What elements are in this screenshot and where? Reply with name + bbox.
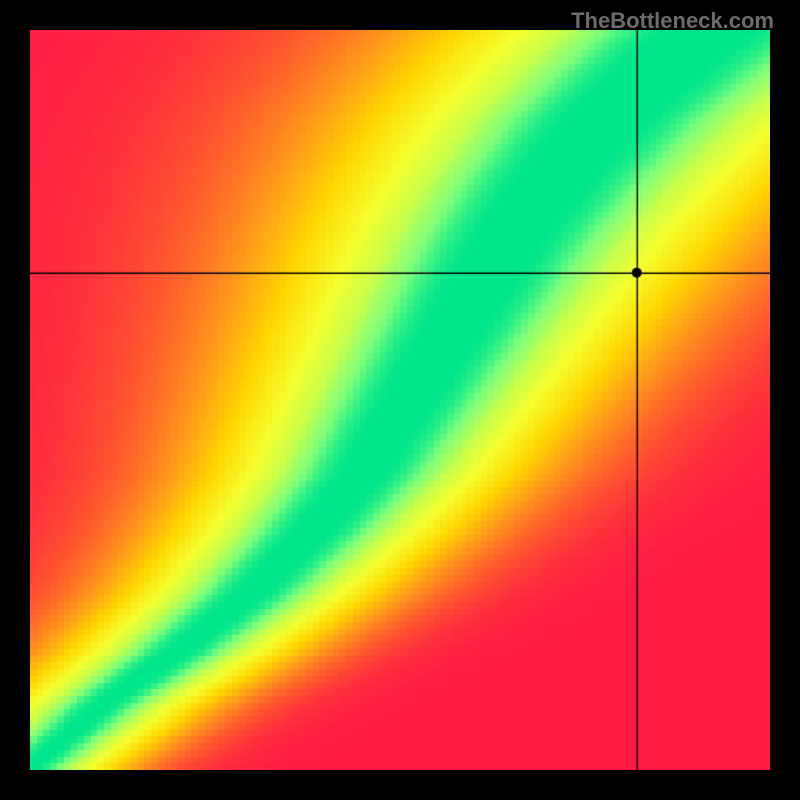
chart-container: TheBottleneck.com [0, 0, 800, 800]
bottleneck-heatmap [30, 30, 770, 770]
